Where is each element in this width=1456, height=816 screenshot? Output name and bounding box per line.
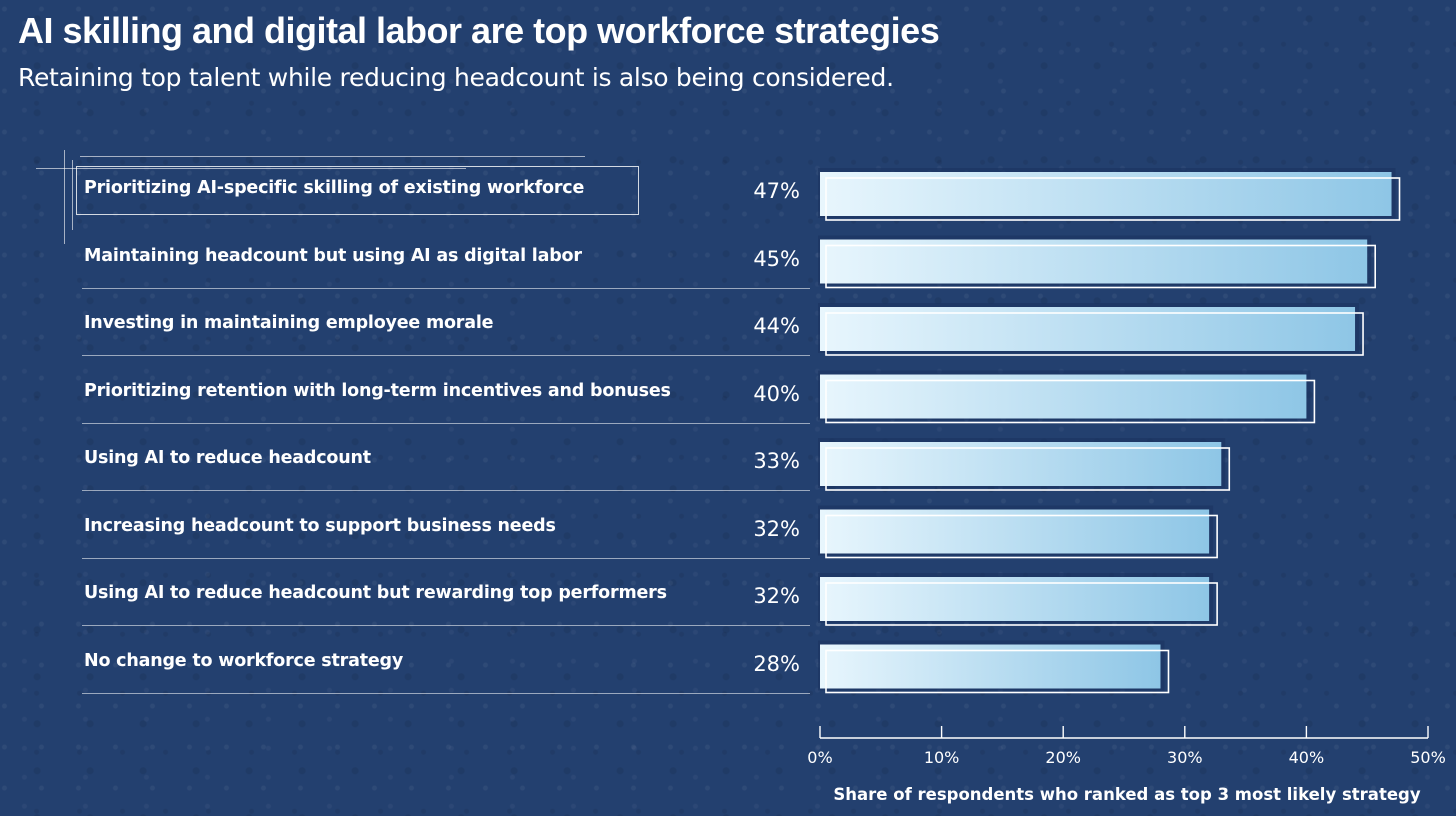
bar-outline bbox=[825, 649, 1170, 694]
bar-fill bbox=[820, 577, 1210, 621]
chart-title: AI skilling and digital labor are top wo… bbox=[18, 10, 940, 51]
data-label: 28% bbox=[753, 651, 800, 676]
bar-outline bbox=[825, 514, 1218, 559]
category-label: Increasing headcount to support business… bbox=[84, 515, 556, 536]
bar bbox=[818, 438, 1231, 491]
category-label: Using AI to reduce headcount but rewardi… bbox=[84, 583, 667, 603]
bar bbox=[818, 303, 1364, 356]
x-tick-label: 50% bbox=[1410, 748, 1446, 767]
row-separator bbox=[82, 490, 810, 491]
row-separator bbox=[82, 287, 810, 289]
row-separator bbox=[82, 557, 810, 559]
bar bbox=[818, 505, 1218, 559]
bar bbox=[818, 573, 1218, 626]
data-label: 44% bbox=[753, 314, 800, 338]
category-label: Prioritizing retention with long-term in… bbox=[84, 380, 671, 401]
highlight-box bbox=[76, 166, 639, 215]
data-label: 32% bbox=[753, 584, 800, 608]
bar bbox=[818, 640, 1170, 694]
bar-fill bbox=[820, 442, 1222, 486]
data-label: 40% bbox=[753, 381, 800, 406]
bar-fill bbox=[820, 172, 1392, 216]
category-label: No change to workforce strategy bbox=[84, 650, 404, 671]
bar-outline bbox=[825, 379, 1316, 424]
bar bbox=[818, 168, 1401, 221]
row-separator bbox=[82, 355, 810, 356]
highlight-sketch-line bbox=[80, 156, 585, 157]
chart-subtitle: Retaining top talent while reducing head… bbox=[18, 63, 894, 92]
bar-outline bbox=[825, 312, 1364, 356]
bar-outline bbox=[825, 244, 1377, 289]
data-label: 33% bbox=[753, 449, 800, 473]
bar-fill bbox=[820, 644, 1161, 689]
bar-fill bbox=[820, 239, 1368, 284]
data-label: 47% bbox=[753, 179, 800, 203]
bar bbox=[818, 235, 1377, 289]
highlight-sketch-line bbox=[64, 150, 65, 244]
bar bbox=[818, 370, 1316, 424]
bar-outline bbox=[825, 447, 1231, 491]
category-label: Maintaining headcount but using AI as di… bbox=[84, 245, 582, 266]
bar-outline bbox=[825, 177, 1401, 221]
highlight-sketch-line bbox=[72, 160, 73, 230]
category-label: Investing in maintaining employee morale bbox=[84, 313, 494, 333]
category-label: Prioritizing AI-specific skilling of exi… bbox=[84, 178, 585, 198]
x-tick-label: 10% bbox=[924, 748, 960, 767]
row-separator bbox=[82, 692, 810, 694]
x-axis-title: Share of respondents who ranked as top 3… bbox=[833, 785, 1421, 804]
x-tick-label: 20% bbox=[1045, 748, 1081, 767]
bar-fill bbox=[820, 509, 1210, 554]
x-tick-label: 30% bbox=[1167, 748, 1203, 767]
data-label: 32% bbox=[753, 516, 800, 541]
data-label: 45% bbox=[753, 246, 800, 271]
bar-fill bbox=[820, 374, 1307, 419]
highlight-sketch-line bbox=[36, 168, 466, 169]
bar-fill bbox=[820, 307, 1356, 351]
x-tick-label: 40% bbox=[1289, 748, 1325, 767]
category-label: Using AI to reduce headcount bbox=[84, 448, 371, 468]
bar-outline bbox=[825, 582, 1218, 626]
row-separator bbox=[82, 625, 810, 626]
row-separator bbox=[82, 422, 810, 424]
x-tick-label: 0% bbox=[807, 748, 832, 767]
